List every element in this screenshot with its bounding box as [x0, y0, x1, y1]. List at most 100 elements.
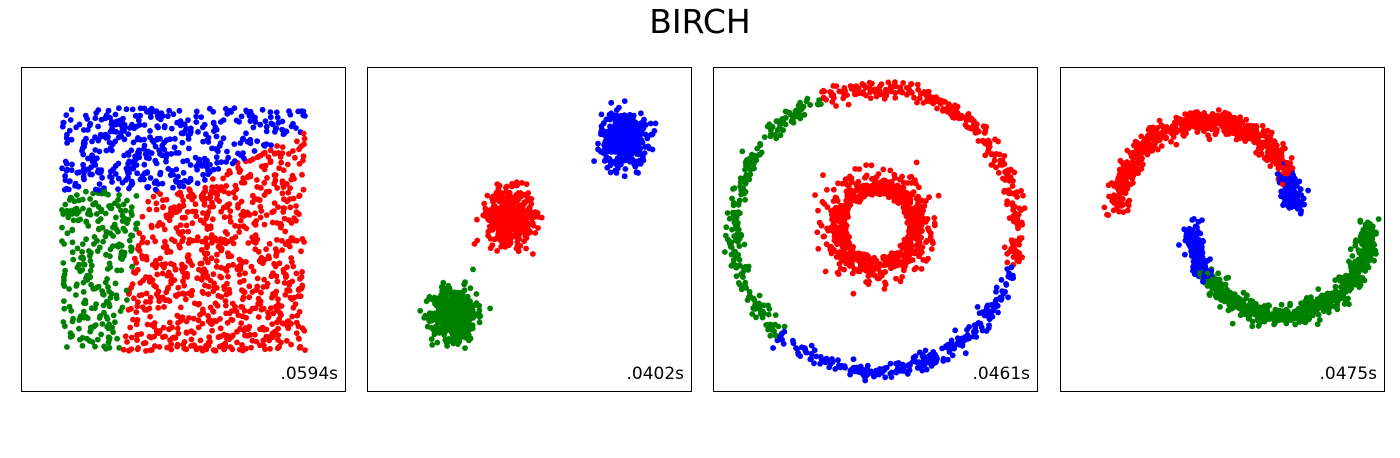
data-point-red — [250, 268, 257, 275]
data-point-blue — [893, 368, 900, 375]
data-point-green — [753, 157, 760, 164]
data-point-blue — [617, 129, 624, 136]
data-point-red — [270, 310, 277, 317]
data-point-red — [253, 218, 259, 224]
data-point-red — [903, 196, 910, 203]
data-point-green — [765, 302, 771, 309]
time-label: .0461s — [972, 364, 1030, 384]
data-point-red — [950, 114, 956, 121]
data-point-green — [70, 256, 77, 263]
data-point-red — [266, 255, 273, 262]
data-point-red — [133, 309, 140, 315]
data-point-red — [859, 255, 865, 262]
data-point-red — [883, 254, 890, 261]
data-point-red — [833, 103, 839, 109]
data-point-red — [254, 154, 261, 161]
data-point-red — [868, 162, 875, 169]
data-point-red — [926, 194, 932, 200]
data-point-red — [532, 230, 539, 236]
data-point-blue — [607, 130, 613, 137]
data-point-blue — [141, 122, 148, 128]
data-point-blue — [112, 111, 119, 118]
data-point-red — [506, 201, 513, 208]
data-point-red — [165, 284, 172, 291]
data-point-red — [912, 177, 918, 183]
data-point-blue — [198, 114, 205, 120]
data-point-red — [239, 347, 246, 354]
data-point-green — [724, 210, 731, 216]
data-point-red — [139, 213, 146, 220]
data-point-green — [800, 103, 807, 110]
data-point-blue — [293, 125, 299, 131]
data-point-green — [92, 322, 99, 328]
data-point-green — [750, 295, 757, 302]
data-point-red — [299, 171, 305, 178]
data-point-green — [95, 226, 102, 233]
data-point-blue — [625, 135, 632, 142]
data-point-red — [843, 188, 850, 195]
data-point-red — [521, 238, 527, 245]
data-point-red — [889, 181, 895, 187]
data-point-blue — [173, 166, 180, 173]
data-point-blue — [200, 171, 207, 178]
data-point-blue — [281, 130, 288, 137]
data-point-blue — [837, 364, 844, 371]
data-point-blue — [254, 138, 260, 144]
data-point-blue — [172, 135, 178, 142]
data-point-blue — [179, 139, 186, 146]
data-point-green — [722, 249, 728, 255]
data-point-blue — [153, 108, 160, 115]
data-point-green — [454, 341, 461, 347]
data-point-blue — [185, 117, 191, 123]
data-point-red — [221, 346, 228, 353]
data-point-blue — [651, 128, 658, 134]
data-point-red — [279, 320, 286, 327]
data-point-red — [863, 162, 869, 168]
data-point-red — [510, 197, 517, 203]
figure-title: BIRCH — [649, 2, 751, 41]
data-point-green — [77, 216, 84, 223]
data-point-red — [853, 181, 860, 188]
data-point-green — [115, 228, 121, 235]
data-point-blue — [170, 184, 176, 191]
data-point-red — [177, 222, 184, 229]
data-point-red — [246, 283, 253, 290]
data-point-blue — [95, 123, 101, 130]
data-point-red — [221, 283, 227, 290]
data-point-blue — [300, 108, 307, 115]
data-point-red — [204, 212, 211, 219]
data-point-blue — [181, 129, 188, 136]
data-point-red — [292, 154, 298, 161]
data-point-red — [159, 270, 166, 277]
time-label: .0594s — [280, 364, 338, 384]
data-point-blue — [79, 145, 86, 151]
data-point-red — [189, 208, 196, 215]
data-point-red — [869, 176, 875, 182]
data-point-red — [120, 346, 127, 353]
data-point-red — [875, 265, 882, 272]
data-point-red — [280, 167, 287, 174]
data-point-red — [261, 179, 268, 186]
data-point-red — [891, 255, 898, 261]
data-point-green — [90, 190, 96, 197]
data-point-blue — [109, 179, 115, 185]
data-point-red — [919, 244, 926, 251]
data-point-red — [940, 108, 946, 114]
data-point-red — [1267, 163, 1274, 169]
data-point-red — [929, 238, 936, 245]
data-point-blue — [247, 136, 254, 143]
data-point-red — [953, 106, 959, 113]
data-point-red — [226, 310, 233, 317]
data-point-blue — [126, 125, 133, 131]
data-point-green — [731, 248, 737, 255]
data-point-blue — [642, 122, 649, 128]
data-point-blue — [117, 121, 123, 128]
data-point-red — [171, 334, 178, 341]
data-point-green — [473, 291, 480, 297]
data-point-red — [504, 221, 511, 228]
data-point-green — [61, 298, 67, 304]
data-point-red — [823, 96, 829, 103]
data-point-red — [1138, 133, 1145, 140]
data-point-green — [66, 286, 72, 292]
data-point-red — [901, 245, 908, 252]
